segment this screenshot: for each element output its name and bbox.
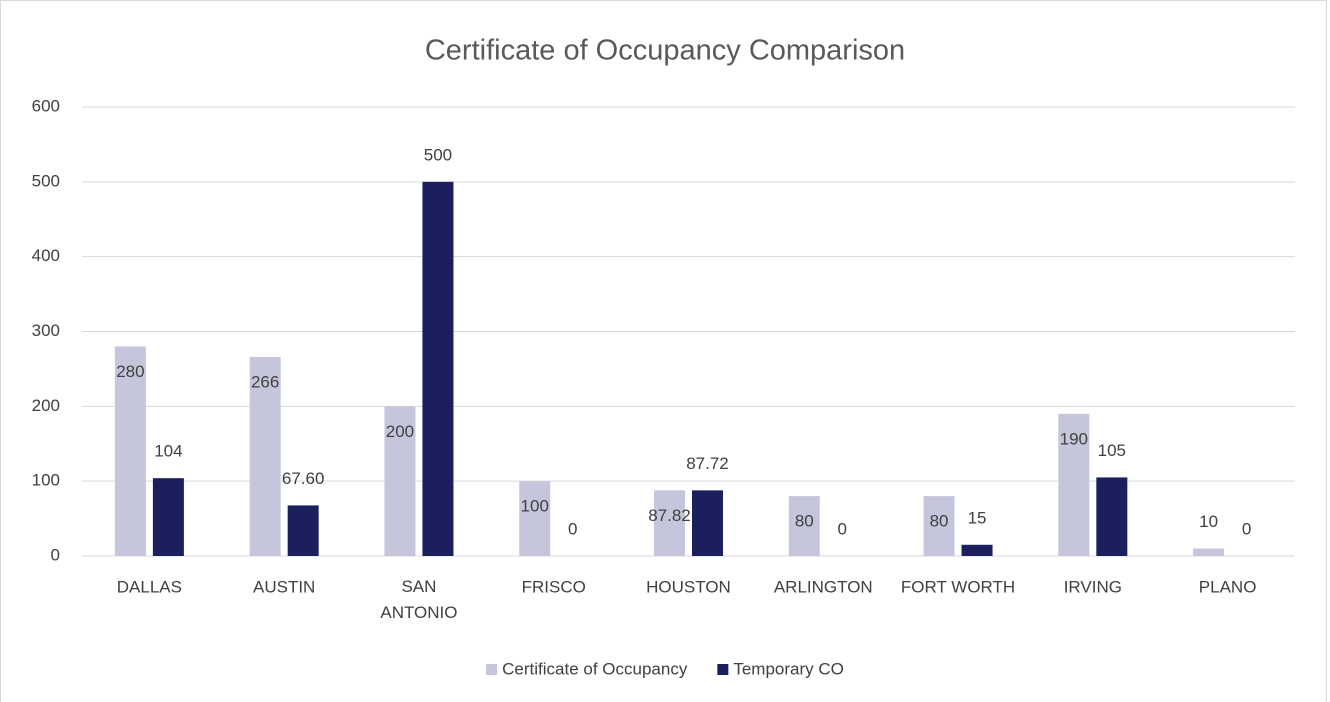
bar bbox=[961, 544, 993, 556]
legend-swatch bbox=[717, 664, 729, 675]
bar bbox=[384, 406, 416, 556]
data-label: 500 bbox=[424, 145, 452, 164]
legend-swatch bbox=[486, 664, 498, 675]
data-label: 200 bbox=[386, 422, 414, 441]
x-tick-label: SAN ANTONIO bbox=[380, 577, 457, 622]
data-label: 87.72 bbox=[686, 454, 729, 473]
y-tick-label: 500 bbox=[32, 171, 60, 190]
bar bbox=[788, 496, 820, 556]
y-tick-label: 600 bbox=[32, 96, 60, 115]
data-label: 266 bbox=[251, 372, 279, 391]
x-tick-label: PLANO bbox=[1199, 577, 1257, 596]
data-label: 190 bbox=[1060, 429, 1088, 448]
data-label: 100 bbox=[521, 497, 549, 516]
x-tick-label: IRVING bbox=[1064, 577, 1122, 596]
legend-label: Temporary CO bbox=[733, 659, 844, 678]
data-label: 80 bbox=[930, 512, 949, 531]
legend-item: Temporary CO bbox=[717, 659, 844, 678]
bar bbox=[654, 490, 685, 556]
x-tick-label: FORT WORTH bbox=[901, 577, 1015, 596]
legend-item: Certificate of Occupancy bbox=[486, 659, 688, 678]
data-label: 0 bbox=[1242, 519, 1251, 538]
y-tick-label: 300 bbox=[32, 321, 60, 340]
data-label: 280 bbox=[116, 362, 144, 381]
bar bbox=[923, 496, 955, 556]
x-tick-label: HOUSTON bbox=[646, 577, 731, 596]
y-tick-label: 200 bbox=[32, 396, 60, 415]
data-label: 0 bbox=[838, 519, 847, 538]
x-tick-label: DALLAS bbox=[117, 577, 182, 596]
bar bbox=[422, 181, 454, 557]
data-label: 104 bbox=[154, 442, 182, 461]
x-tick-label: FRISCO bbox=[522, 577, 586, 596]
y-tick-label: 0 bbox=[51, 545, 60, 564]
data-label: 15 bbox=[968, 508, 987, 527]
x-tick-label: AUSTIN bbox=[253, 577, 315, 596]
data-label: 0 bbox=[568, 519, 577, 538]
bar bbox=[519, 481, 551, 556]
bar bbox=[287, 505, 319, 556]
data-label: 105 bbox=[1098, 441, 1126, 460]
data-label: 10 bbox=[1199, 512, 1218, 531]
chart-title: Certificate of Occupancy Comparison bbox=[425, 35, 905, 67]
bar bbox=[152, 478, 184, 556]
bar bbox=[1193, 548, 1225, 556]
bar bbox=[692, 490, 723, 556]
bar bbox=[249, 356, 281, 556]
bar bbox=[1096, 477, 1128, 556]
data-label: 67.60 bbox=[282, 469, 325, 488]
bar bbox=[1058, 413, 1090, 556]
x-tick-label: ARLINGTON bbox=[774, 577, 873, 596]
data-label: 80 bbox=[795, 512, 814, 531]
y-tick-label: 400 bbox=[32, 246, 60, 265]
data-label: 87.82 bbox=[648, 506, 691, 525]
legend-label: Certificate of Occupancy bbox=[502, 659, 688, 678]
bar bbox=[114, 346, 146, 556]
y-tick-label: 100 bbox=[32, 471, 60, 490]
